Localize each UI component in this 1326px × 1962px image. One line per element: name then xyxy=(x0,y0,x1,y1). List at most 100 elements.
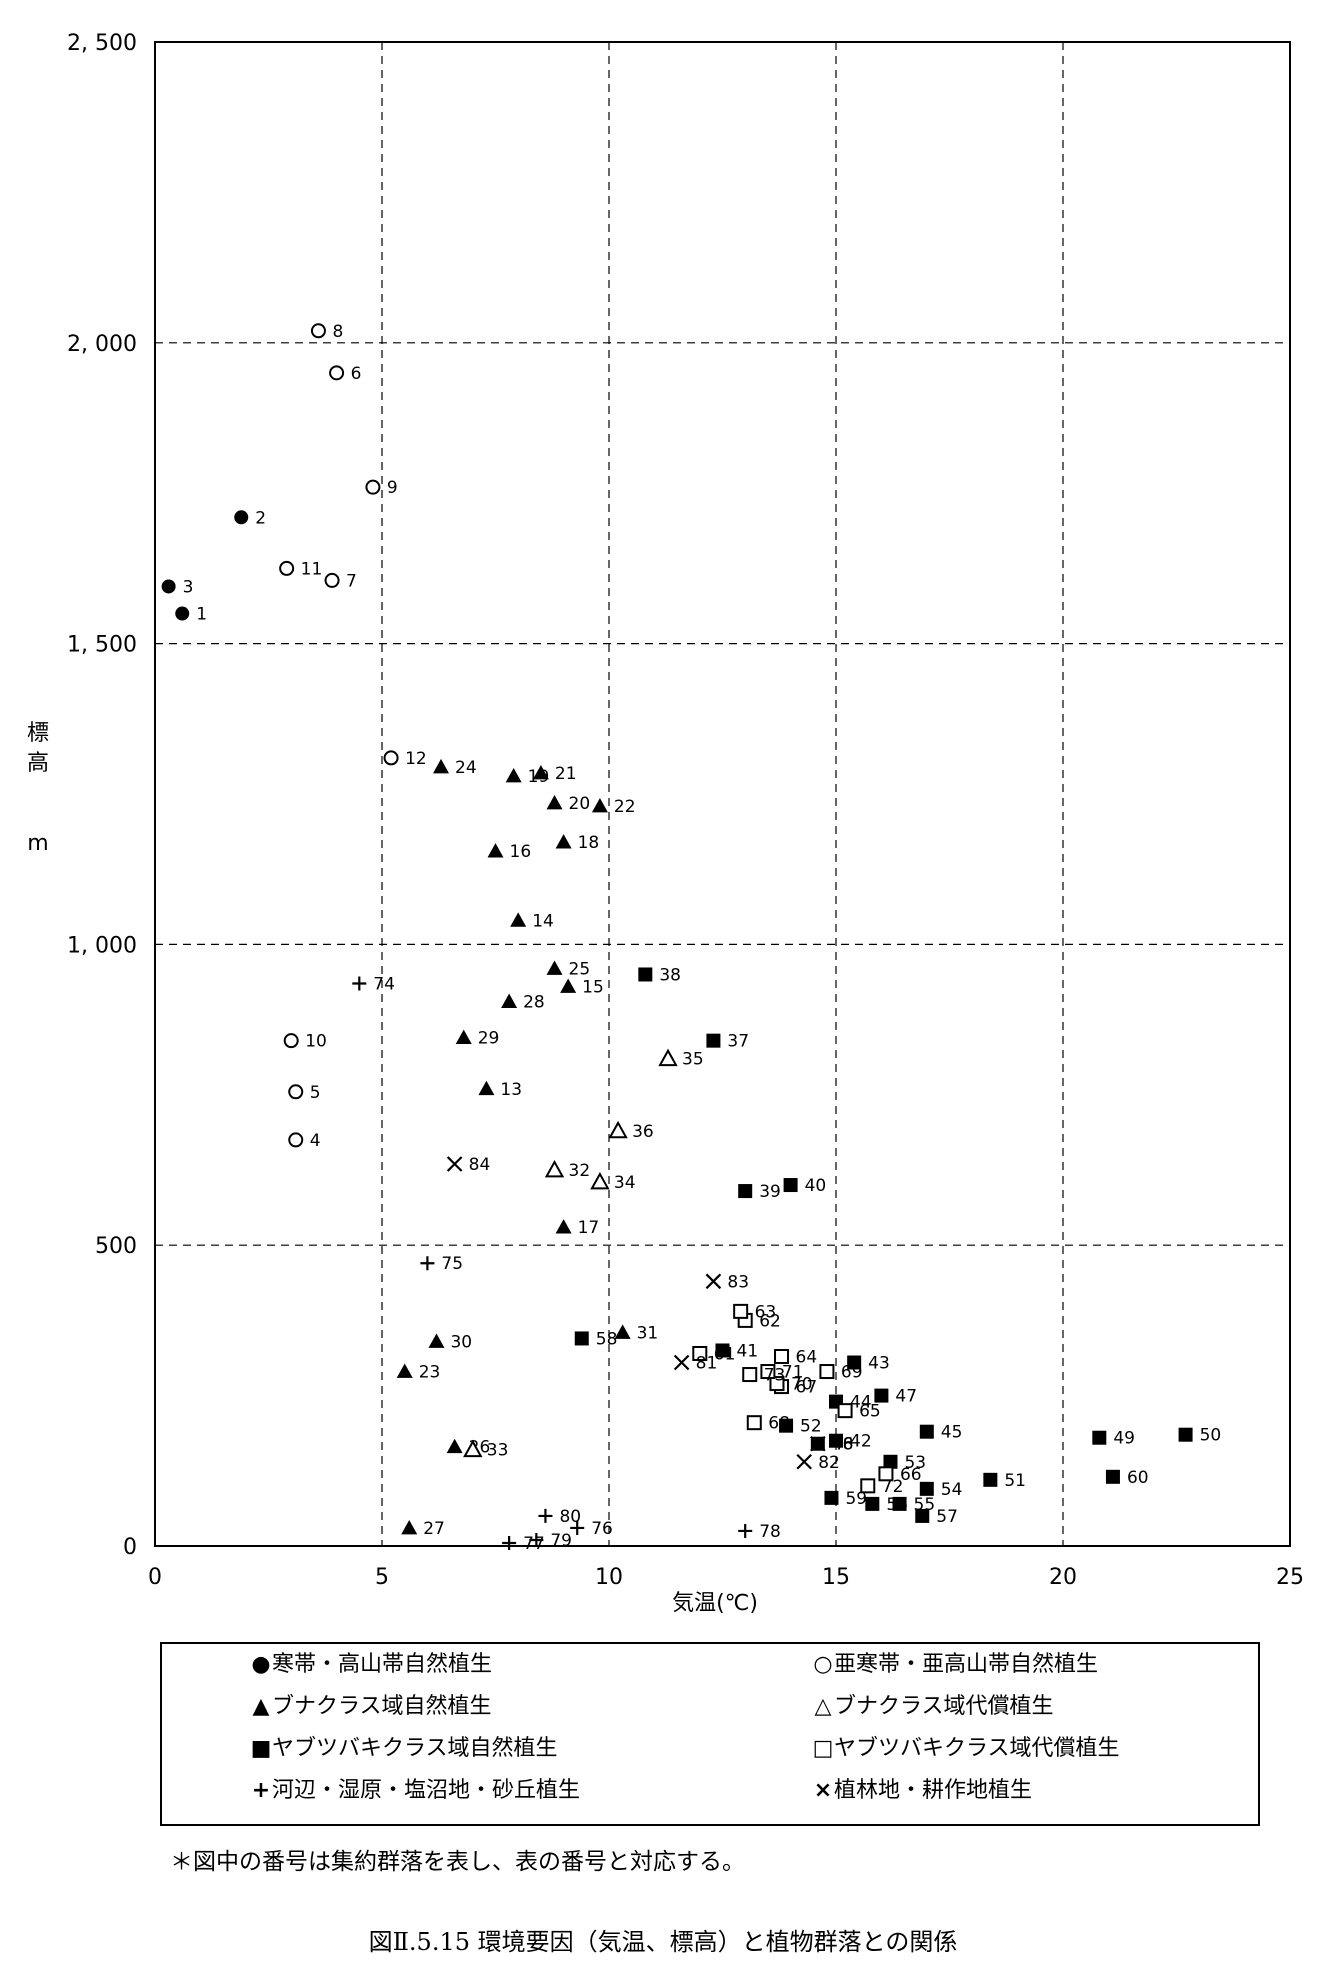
legend-item-5: ■ヤブツバキクラス域自然植生 xyxy=(250,1734,558,1764)
data-point-label-71: 71 xyxy=(782,1363,804,1383)
data-point-28 xyxy=(501,993,518,1008)
data-point-label-6: 6 xyxy=(351,364,362,384)
data-point-60 xyxy=(1105,1469,1120,1484)
data-point-40 xyxy=(783,1178,798,1193)
data-point-46 xyxy=(810,1435,826,1452)
data-point-14 xyxy=(510,912,527,927)
data-point-33 xyxy=(463,1439,483,1458)
data-point-36 xyxy=(608,1120,628,1139)
filled-square-icon: ■ xyxy=(250,1736,272,1761)
data-point-label-11: 11 xyxy=(301,559,323,579)
x-tick-label: 20 xyxy=(1049,1565,1077,1590)
data-point-22 xyxy=(591,798,608,813)
data-point-label-12: 12 xyxy=(405,749,427,769)
y-tick-label: 1, 500 xyxy=(67,633,137,658)
data-points: 1234567891011121314151617181920212223242… xyxy=(161,322,1221,1554)
data-point-label-46: 46 xyxy=(832,1435,854,1455)
data-point-label-59: 59 xyxy=(845,1489,867,1509)
plot-area-frame xyxy=(154,41,1291,1547)
data-point-label-40: 40 xyxy=(805,1176,827,1196)
legend-label: 植林地・耕作地植生 xyxy=(834,1778,1033,1803)
data-point-label-27: 27 xyxy=(423,1519,445,1539)
data-point-16 xyxy=(487,843,504,858)
data-point-74 xyxy=(352,976,367,991)
data-point-43 xyxy=(847,1355,862,1370)
legend-item-1: ●寒帯・高山帯自然植生 xyxy=(250,1650,492,1680)
data-point-label-18: 18 xyxy=(578,833,600,853)
data-point-11 xyxy=(279,560,295,576)
data-point-15 xyxy=(560,978,577,993)
y-axis-label: 標 高 m xyxy=(27,721,49,856)
data-point-75 xyxy=(420,1256,435,1271)
data-point-label-17: 17 xyxy=(578,1218,600,1238)
legend-label: ヤブツバキクラス域代償植生 xyxy=(834,1736,1120,1761)
plus-icon: + xyxy=(251,1778,271,1803)
data-point-66 xyxy=(878,1466,894,1482)
data-point-label-52: 52 xyxy=(800,1417,822,1437)
data-point-label-24: 24 xyxy=(455,758,477,778)
data-point-50 xyxy=(1178,1427,1193,1442)
data-point-label-10: 10 xyxy=(305,1032,327,1052)
data-point-52 xyxy=(779,1418,794,1433)
x-axis-ticks: 0 5 10 15 20 25 xyxy=(148,1565,1304,1590)
data-point-label-61: 61 xyxy=(714,1344,736,1364)
footnote: ＊図中の番号は集約群落を表し、表の番号と対応する。 xyxy=(170,1849,745,1875)
data-point-61 xyxy=(692,1345,708,1361)
y-axis-label-unit: m xyxy=(27,831,48,856)
legend-label: ヤブツバキクラス域自然植生 xyxy=(272,1736,558,1761)
data-point-79 xyxy=(529,1532,544,1547)
legend-item-4: △ ブナクラス域代償植生 xyxy=(812,1692,1054,1722)
data-point-25 xyxy=(546,960,563,975)
data-point-32 xyxy=(544,1159,565,1178)
data-point-label-36: 36 xyxy=(632,1122,654,1142)
y-tick-label: 1, 000 xyxy=(67,933,137,958)
legend-label: ブナクラス域自然植生 xyxy=(272,1694,492,1719)
data-point-label-2: 2 xyxy=(255,508,266,528)
data-point-51 xyxy=(983,1472,998,1487)
data-point-18 xyxy=(555,834,572,849)
legend-item-8: ×植林地・耕作地植生 xyxy=(812,1776,1032,1806)
data-point-label-31: 31 xyxy=(637,1323,659,1343)
grid-lines xyxy=(155,42,1290,1546)
data-point-53 xyxy=(883,1454,898,1469)
data-point-17 xyxy=(555,1219,572,1234)
data-point-label-20: 20 xyxy=(569,794,591,814)
data-point-26 xyxy=(446,1438,463,1454)
legend-item-3: ▲ ブナクラス域自然植生 xyxy=(250,1692,492,1722)
data-point-65 xyxy=(837,1403,853,1419)
data-point-label-64: 64 xyxy=(796,1347,818,1367)
data-point-45 xyxy=(919,1424,934,1439)
y-tick-label: 2, 500 xyxy=(67,31,137,56)
data-point-13 xyxy=(478,1080,495,1096)
y-axis-label-char1: 標 xyxy=(27,721,49,746)
data-point-55 xyxy=(892,1496,907,1511)
data-point-label-53: 53 xyxy=(904,1453,926,1473)
data-point-label-45: 45 xyxy=(941,1423,963,1443)
data-point-label-5: 5 xyxy=(310,1083,321,1103)
data-point-41 xyxy=(715,1343,730,1358)
data-point-label-76: 76 xyxy=(591,1519,613,1539)
data-point-78 xyxy=(738,1523,753,1538)
data-point-label-49: 49 xyxy=(1113,1429,1135,1449)
open-triangle-icon: △ xyxy=(814,1694,832,1719)
data-point-84 xyxy=(446,1156,463,1172)
data-point-label-69: 69 xyxy=(841,1363,863,1383)
data-point-label-43: 43 xyxy=(868,1354,890,1374)
data-point-label-23: 23 xyxy=(419,1363,441,1383)
data-point-37 xyxy=(706,1033,721,1048)
x-axis-label: 気温(℃) xyxy=(672,1591,758,1616)
data-point-label-58: 58 xyxy=(596,1329,618,1349)
data-point-label-37: 37 xyxy=(727,1032,749,1052)
data-point-10 xyxy=(283,1033,299,1049)
data-point-59 xyxy=(824,1490,839,1505)
data-point-label-81: 81 xyxy=(696,1354,718,1374)
x-tick-label: 10 xyxy=(595,1565,623,1590)
data-point-label-72: 72 xyxy=(882,1477,904,1497)
data-point-label-80: 80 xyxy=(559,1507,581,1527)
legend-label: 亜寒帯・亜高山帯自然植生 xyxy=(834,1652,1099,1677)
data-point-9 xyxy=(365,479,381,495)
data-point-69 xyxy=(819,1364,835,1380)
data-point-label-73: 73 xyxy=(764,1366,786,1386)
data-point-label-21: 21 xyxy=(555,764,577,784)
x-tick-label: 0 xyxy=(148,1565,162,1590)
